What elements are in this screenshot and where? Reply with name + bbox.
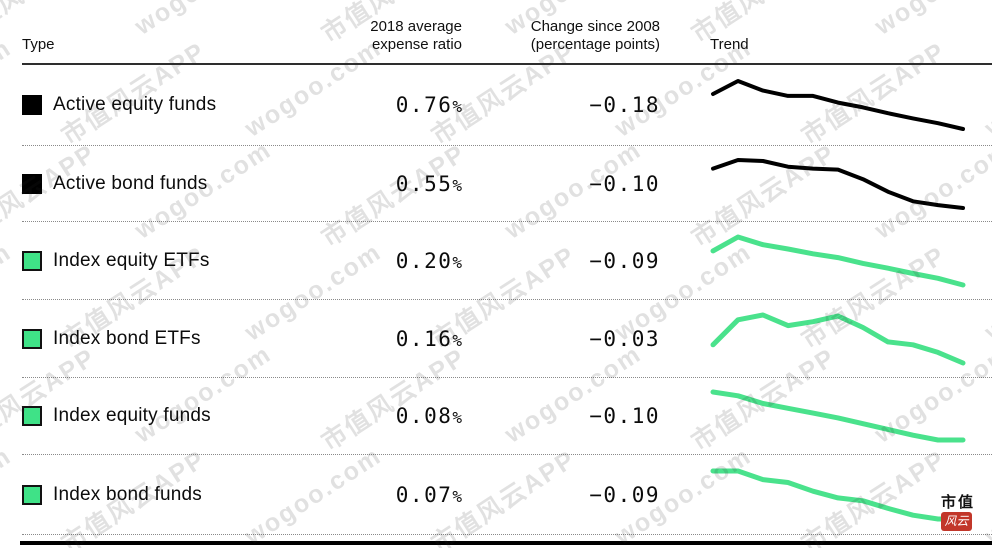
table-header-row: Type 2018 average expense ratio Change s…	[22, 0, 992, 65]
expense-ratio-value: 0.16%	[395, 326, 462, 351]
expense-ratio-value: 0.76%	[395, 93, 462, 117]
watermark-text: wogoo.com	[0, 441, 17, 548]
table-row: Active bond funds 0.55% −0.10	[22, 146, 992, 222]
header-change: Change since 2008 (percentage points)	[462, 18, 660, 63]
header-trend: Trend	[710, 36, 749, 53]
header-change-line1: Change since 2008	[530, 18, 660, 35]
site-logo-stamp: 风云	[941, 512, 972, 531]
header-change-line2: (percentage points)	[530, 36, 660, 53]
fund-type-label: Index bond funds	[53, 483, 202, 505]
change-value: −0.18	[589, 93, 660, 117]
expense-ratio-value: 0.07%	[395, 482, 462, 507]
bottom-rule	[20, 541, 992, 545]
header-expense-ratio: 2018 average expense ratio	[292, 18, 462, 63]
fund-type-label: Index bond ETFs	[53, 327, 201, 349]
change-value: −0.03	[589, 326, 660, 351]
expense-ratio-value: 0.55%	[395, 171, 462, 196]
fund-type-label: Index equity ETFs	[53, 249, 210, 271]
site-logo: 市值 风云	[941, 494, 975, 531]
trend-sparkline	[711, 79, 965, 131]
trend-sparkline	[710, 312, 966, 365]
watermark-text: wogoo.com	[0, 33, 17, 143]
type-color-swatch	[22, 173, 42, 194]
fund-type-label: Active bond funds	[53, 172, 208, 194]
header-expense-ratio-line1: 2018 average	[370, 18, 462, 35]
change-value: −0.10	[589, 404, 660, 428]
table-row: Index bond funds 0.07% −0.09	[22, 455, 992, 535]
fund-type-label: Index equity funds	[53, 405, 211, 426]
table-row: Index equity ETFs 0.20% −0.09	[22, 222, 992, 300]
table-row: Index bond ETFs 0.16% −0.03	[22, 300, 992, 378]
trend-sparkline	[711, 157, 965, 210]
header-expense-ratio-line2: expense ratio	[371, 36, 462, 53]
type-color-swatch	[22, 406, 42, 426]
trend-sparkline	[710, 234, 966, 287]
change-value: −0.09	[589, 482, 660, 507]
header-type: Type	[22, 36, 55, 53]
fund-expense-table: Type 2018 average expense ratio Change s…	[22, 0, 992, 535]
expense-ratio-value: 0.08%	[395, 404, 462, 428]
trend-sparkline	[710, 389, 966, 443]
change-value: −0.10	[589, 171, 660, 196]
table-body: Active equity funds 0.76% −0.18 Active b…	[22, 65, 992, 535]
type-color-swatch	[22, 250, 42, 271]
trend-sparkline	[710, 468, 966, 521]
type-color-swatch	[22, 328, 42, 349]
watermark-text: wogoo.com	[0, 237, 17, 347]
type-color-swatch	[22, 95, 42, 115]
site-logo-text: 市值	[941, 494, 976, 511]
change-value: −0.09	[589, 248, 660, 273]
expense-ratio-value: 0.20%	[395, 248, 462, 273]
fund-type-label: Active equity funds	[53, 94, 217, 115]
table-row: Index equity funds 0.08% −0.10	[22, 378, 992, 455]
type-color-swatch	[22, 484, 42, 505]
table-row: Active equity funds 0.76% −0.18	[22, 65, 992, 146]
